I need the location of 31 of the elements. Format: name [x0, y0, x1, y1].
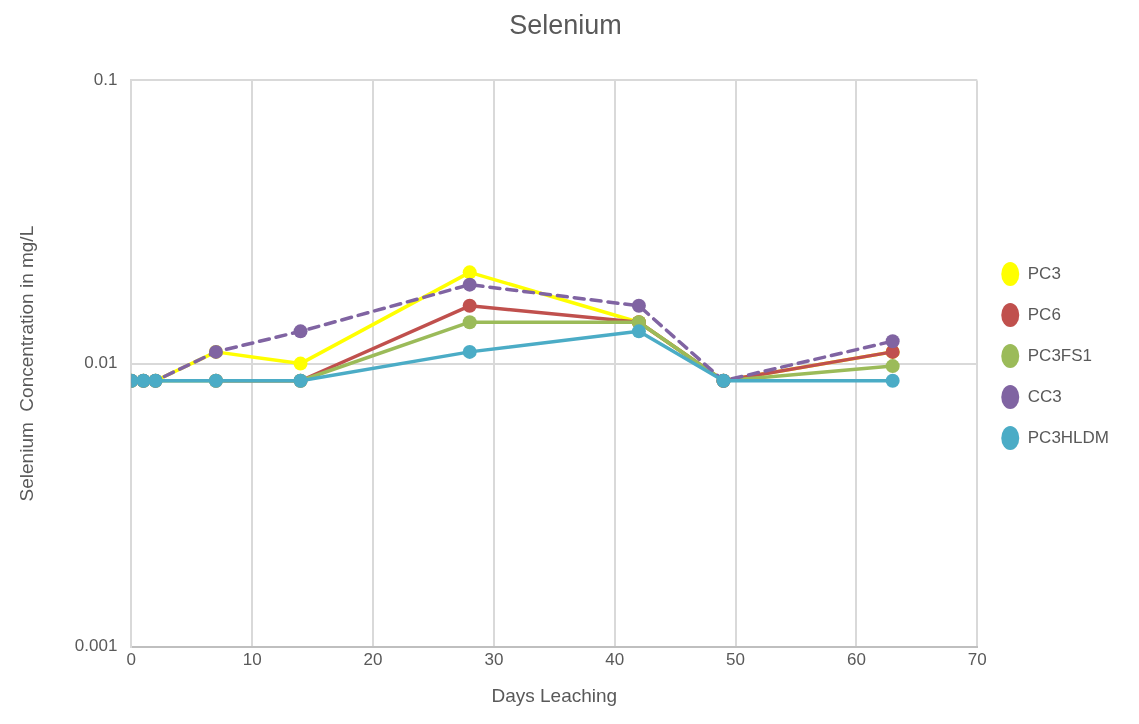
point — [885, 359, 900, 374]
legend-label: PC3 — [1027, 263, 1061, 283]
x-tick-label: 40 — [605, 649, 625, 669]
point — [631, 298, 646, 313]
point — [462, 277, 477, 292]
point — [462, 315, 477, 330]
x-tick-label: 10 — [242, 649, 262, 669]
point — [885, 373, 900, 388]
chart-title: Selenium — [509, 9, 622, 40]
x-tick-label: 0 — [126, 649, 137, 669]
point — [631, 324, 646, 339]
y-tick-label: 0.1 — [93, 70, 118, 90]
x-tick-label: 20 — [363, 649, 383, 669]
legend-label: CC3 — [1027, 386, 1062, 406]
x-tick-label: 50 — [726, 649, 746, 669]
legend-label: PC3FS1 — [1027, 345, 1093, 365]
point — [293, 324, 308, 339]
y-tick-label: 0.001 — [74, 636, 118, 656]
x-axis-title: Days Leaching — [491, 684, 618, 706]
x-tick-label: 70 — [967, 649, 987, 669]
point — [462, 298, 477, 313]
legend-label: PC6 — [1027, 304, 1061, 324]
x-tick-label: 30 — [484, 649, 504, 669]
legend-label: PC3HLDM — [1027, 427, 1110, 447]
point — [885, 334, 900, 349]
point — [462, 265, 477, 280]
y-axis-title: Selenium Concentration in mg/L — [15, 225, 37, 502]
y-tick-label: 0.01 — [84, 353, 118, 373]
point — [462, 344, 477, 359]
point — [293, 356, 308, 371]
x-tick-label: 60 — [846, 649, 866, 669]
